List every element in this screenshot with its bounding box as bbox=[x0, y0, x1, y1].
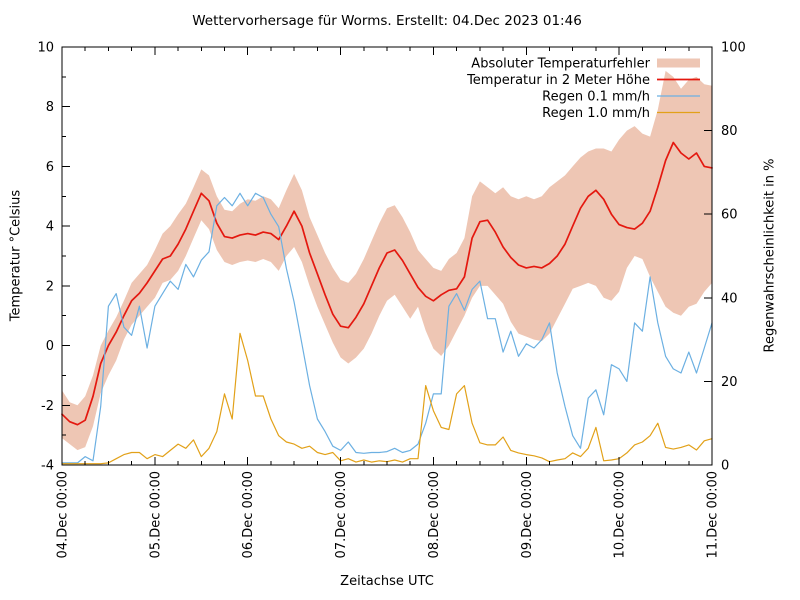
y-left-tick-label: 4 bbox=[46, 220, 54, 235]
x-tick-label: 08.Dec 00:00 bbox=[427, 471, 442, 558]
x-tick-label: 04.Dec 00:00 bbox=[56, 471, 71, 558]
legend-label: Absoluter Temperaturfehler bbox=[471, 57, 650, 72]
y-left-tick-label: -4 bbox=[41, 459, 54, 474]
legend-band-swatch bbox=[657, 58, 700, 68]
y-right-tick-label: 100 bbox=[721, 41, 746, 56]
y-left-tick-label: -2 bbox=[41, 399, 54, 414]
x-tick-label: 05.Dec 00:00 bbox=[148, 471, 163, 558]
y-left-tick-label: 0 bbox=[46, 339, 54, 354]
rain-10-line bbox=[61, 332, 713, 465]
legend-label: Temperatur in 2 Meter Höhe bbox=[466, 73, 650, 88]
y-left-tick-label: 8 bbox=[46, 100, 54, 115]
y-left-tick-label: 6 bbox=[46, 160, 54, 175]
y-right-tick-label: 80 bbox=[721, 124, 738, 139]
y-right-tick-label: 0 bbox=[721, 459, 729, 474]
y-right-tick-label: 40 bbox=[721, 291, 738, 306]
legend-label: Regen 0.1 mm/h bbox=[542, 90, 650, 105]
temperature-line bbox=[61, 141, 713, 426]
y-right-tick-label: 60 bbox=[721, 208, 738, 223]
x-tick-label: 10.Dec 00:00 bbox=[613, 471, 628, 558]
y-left-tick-label: 2 bbox=[46, 279, 54, 294]
legend-label: Regen 1.0 mm/h bbox=[542, 106, 650, 121]
x-tick-label: 07.Dec 00:00 bbox=[334, 471, 349, 558]
x-tick-label: 11.Dec 00:00 bbox=[706, 471, 721, 558]
temperature-error-band bbox=[62, 70, 712, 451]
x-tick-label: 09.Dec 00:00 bbox=[520, 471, 535, 558]
chart-title: Wettervorhersage für Worms. Erstellt: 04… bbox=[192, 13, 582, 29]
y-left-tick-label: 10 bbox=[37, 41, 54, 56]
x-tick-label: 06.Dec 00:00 bbox=[241, 471, 256, 558]
rain-01-line bbox=[61, 192, 713, 464]
y-right-tick-label: 20 bbox=[721, 375, 738, 390]
x-axis-title: Zeitachse UTC bbox=[340, 574, 434, 589]
